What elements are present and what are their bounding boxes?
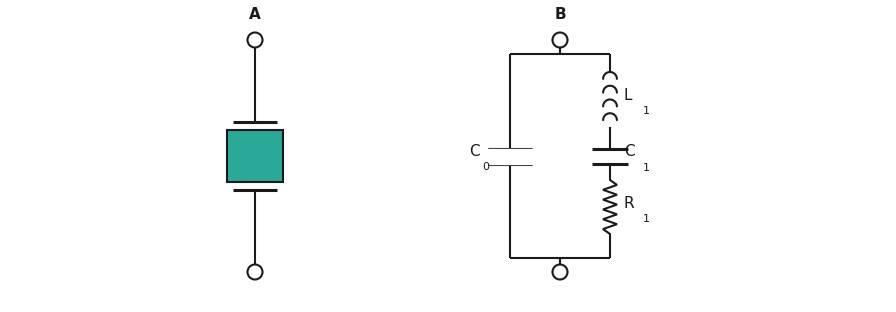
Text: R: R	[624, 196, 634, 211]
Circle shape	[553, 32, 567, 47]
Text: 1: 1	[643, 214, 650, 224]
Text: 1: 1	[643, 163, 650, 173]
Text: 0: 0	[482, 162, 489, 172]
Circle shape	[247, 265, 263, 280]
Bar	[227, 130, 283, 182]
Circle shape	[553, 265, 567, 280]
Text: C: C	[624, 144, 634, 159]
Text: A: A	[249, 7, 261, 22]
Circle shape	[247, 32, 263, 47]
Text: C: C	[470, 144, 480, 159]
Text: L: L	[624, 88, 633, 103]
Text: B: B	[555, 7, 565, 22]
Text: 1: 1	[643, 106, 650, 116]
